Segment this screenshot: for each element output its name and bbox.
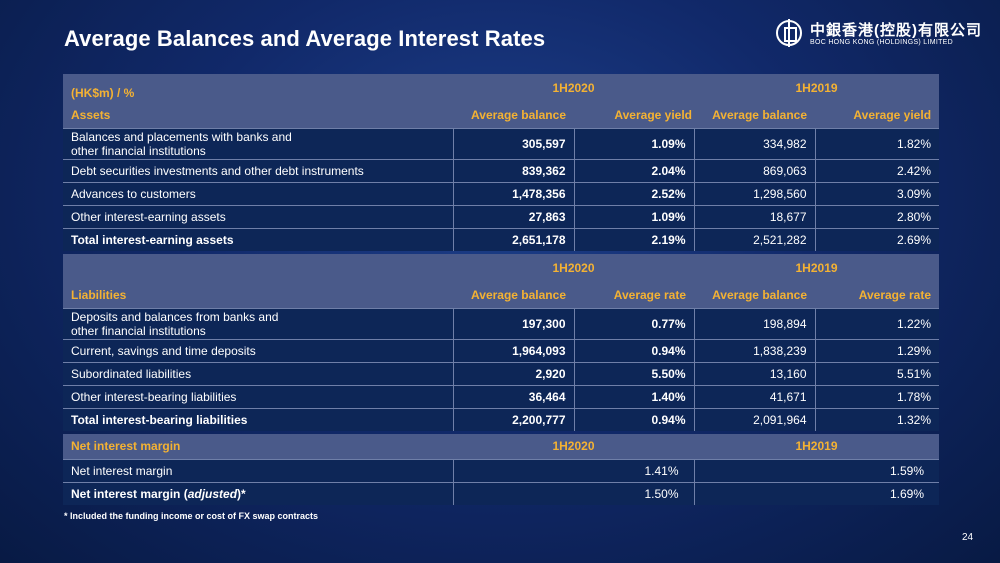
row-label: Balances and placements with banks and ot…	[63, 127, 453, 159]
table-row: Net interest margin 1.41% 1.59%	[63, 458, 939, 482]
total-row: Total interest-earning assets 2,651,178 …	[63, 227, 940, 251]
row-label: Total interest-bearing liabilities	[63, 407, 453, 431]
cell-value: 27,863	[452, 204, 574, 228]
cell-value: 1.50%	[452, 481, 694, 505]
cell-value: 334,982	[693, 127, 816, 159]
cell-value: 1.22%	[814, 307, 940, 339]
cell-value: 2.19%	[573, 227, 695, 251]
assets-col-balance-a: Average balance	[453, 102, 574, 128]
row-label: Advances to customers	[63, 181, 453, 205]
cell-value: 0.94%	[573, 407, 695, 431]
table-row: Debt securities investments and other de…	[63, 158, 940, 182]
boc-emblem-icon	[776, 19, 802, 47]
liab-col-rate-a: Average rate	[574, 282, 695, 308]
cell-value: 3.09%	[814, 181, 940, 205]
liabilities-table: 1H2020 1H2019 Liabilities Average balanc…	[63, 254, 940, 431]
liab-col-balance-a: Average balance	[453, 282, 574, 308]
row-label: Net interest margin	[63, 458, 453, 482]
cell-value: 2,651,178	[452, 227, 574, 251]
logo-chinese-name: 中銀香港(控股)有限公司	[810, 22, 982, 39]
cell-value: 5.50%	[573, 361, 695, 385]
cell-value: 1.41%	[452, 458, 694, 482]
assets-col-yield-b: Average yield	[815, 102, 940, 128]
cell-value: 1.59%	[693, 458, 939, 482]
page-number: 24	[962, 532, 974, 543]
cell-value: 869,063	[693, 158, 816, 182]
cell-value: 1,964,093	[452, 338, 574, 362]
cell-value: 0.77%	[573, 307, 695, 339]
table-row: Net interest margin (adjusted)* 1.50% 1.…	[63, 481, 939, 505]
cell-value: 18,677	[693, 204, 816, 228]
cell-value: 2,521,282	[693, 227, 816, 251]
row-label: Other interest-earning assets	[63, 204, 453, 228]
table-row: Subordinated liabilities 2,920 5.50% 13,…	[63, 361, 940, 385]
liabilities-period-b: 1H2019	[694, 254, 940, 282]
assets-period-a: 1H2020	[453, 74, 695, 102]
assets-section-label: Assets	[63, 102, 453, 128]
cell-value: 1.40%	[573, 384, 695, 408]
nim-table: Net interest margin 1H2020 1H2019 Net in…	[63, 434, 939, 505]
nim-period-b: 1H2019	[694, 434, 939, 459]
liab-col-rate-b: Average rate	[815, 282, 940, 308]
row-label: Other interest-bearing liabilities	[63, 384, 453, 408]
cell-value: 1.82%	[814, 127, 940, 159]
cell-value: 197,300	[452, 307, 574, 339]
cell-value: 2.69%	[814, 227, 940, 251]
cell-value: 1.32%	[814, 407, 940, 431]
footnote: * Included the funding income or cost of…	[64, 511, 319, 521]
row-label: Debt securities investments and other de…	[63, 158, 453, 182]
cell-value: 198,894	[693, 307, 816, 339]
cell-value: 2.04%	[573, 158, 695, 182]
total-row: Total interest-bearing liabilities 2,200…	[63, 407, 940, 431]
cell-value: 1.09%	[573, 127, 695, 159]
table-row: Current, savings and time deposits 1,964…	[63, 338, 940, 362]
unit-label: (HK$m) / %	[63, 74, 453, 102]
cell-value: 839,362	[452, 158, 574, 182]
cell-value: 1.69%	[693, 481, 939, 505]
cell-value: 1,838,239	[693, 338, 816, 362]
assets-period-b: 1H2019	[694, 74, 940, 102]
row-label: Total interest-earning assets	[63, 227, 453, 251]
cell-value: 36,464	[452, 384, 574, 408]
cell-value: 1,478,356	[452, 181, 574, 205]
cell-value: 1.29%	[814, 338, 940, 362]
cell-value: 1.09%	[573, 204, 695, 228]
table-row: Balances and placements with banks and ot…	[63, 127, 940, 159]
liab-col-balance-b: Average balance	[694, 282, 816, 308]
row-label: Deposits and balances from banks and othe…	[63, 307, 453, 339]
nim-section-label: Net interest margin	[63, 434, 453, 459]
cell-value: 2,920	[452, 361, 574, 385]
cell-value: 5.51%	[814, 361, 940, 385]
cell-value: 41,671	[693, 384, 816, 408]
table-row: Other interest-bearing liabilities 36,46…	[63, 384, 940, 408]
cell-value: 1,298,560	[693, 181, 816, 205]
assets-col-yield-a: Average yield	[574, 102, 695, 128]
liabilities-section-label: Liabilities	[63, 282, 453, 308]
row-label: Current, savings and time deposits	[63, 338, 453, 362]
slide-title: Average Balances and Average Interest Ra…	[64, 26, 546, 51]
cell-value: 1.78%	[814, 384, 940, 408]
table-row: Deposits and balances from banks and othe…	[63, 307, 940, 339]
cell-value: 2.80%	[814, 204, 940, 228]
table-row: Advances to customers 1,478,356 2.52% 1,…	[63, 181, 940, 205]
cell-value: 305,597	[452, 127, 574, 159]
assets-table: (HK$m) / % 1H2020 1H2019 Assets Average …	[63, 74, 940, 251]
cell-value: 2,200,777	[452, 407, 574, 431]
nim-period-a: 1H2020	[453, 434, 694, 459]
row-label: Subordinated liabilities	[63, 361, 453, 385]
cell-value: 0.94%	[573, 338, 695, 362]
cell-value: 13,160	[693, 361, 816, 385]
cell-value: 2.52%	[573, 181, 695, 205]
row-label: Net interest margin (adjusted)*	[63, 481, 453, 505]
liabilities-period-a: 1H2020	[453, 254, 695, 282]
company-logo: 中銀香港(控股)有限公司 BOC HONG KONG (HOLDINGS) LI…	[776, 18, 986, 50]
cell-value: 2.42%	[814, 158, 940, 182]
assets-col-balance-b: Average balance	[694, 102, 816, 128]
table-row: Other interest-earning assets 27,863 1.0…	[63, 204, 940, 228]
blank-header	[63, 254, 453, 282]
cell-value: 2,091,964	[693, 407, 816, 431]
logo-english-name: BOC HONG KONG (HOLDINGS) LIMITED	[810, 39, 953, 46]
